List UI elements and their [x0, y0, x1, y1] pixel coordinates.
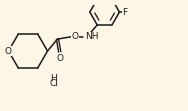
Text: O: O: [72, 32, 79, 41]
Text: NH: NH: [85, 32, 99, 41]
Text: F: F: [122, 8, 127, 17]
Text: O: O: [56, 54, 63, 63]
Text: Cl: Cl: [49, 78, 58, 87]
Text: O: O: [5, 47, 12, 56]
Text: H: H: [50, 74, 56, 83]
